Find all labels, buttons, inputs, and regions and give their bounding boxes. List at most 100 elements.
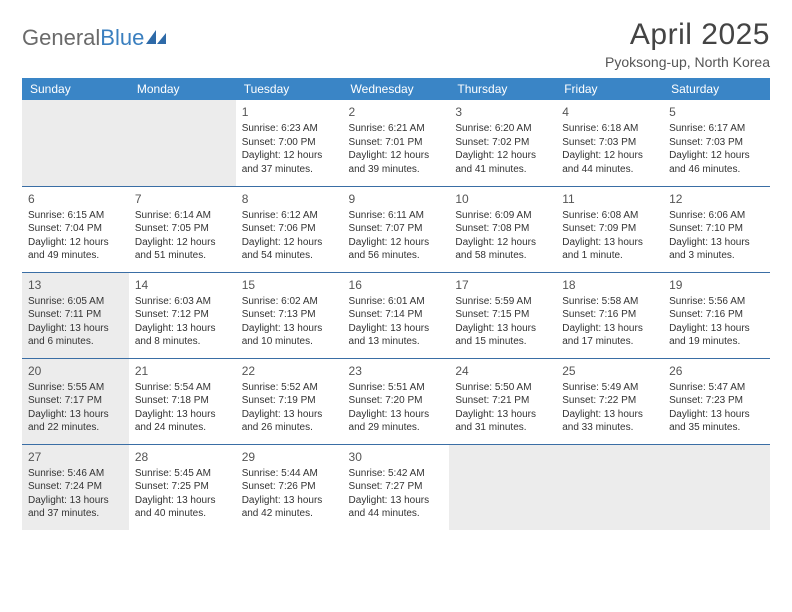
sunrise-text: Sunrise: 6:17 AM (669, 122, 764, 136)
weekday-header: Wednesday (343, 78, 450, 100)
sunset-text: Sunset: 7:16 PM (562, 308, 657, 322)
day-number: 7 (135, 191, 230, 207)
calendar-cell: 19Sunrise: 5:56 AMSunset: 7:16 PMDayligh… (663, 272, 770, 358)
sunrise-text: Sunrise: 5:50 AM (455, 381, 550, 395)
brand-part1: General (22, 25, 100, 51)
daylight-text: Daylight: 13 hours (242, 408, 337, 422)
sunset-text: Sunset: 7:02 PM (455, 136, 550, 150)
sunrise-text: Sunrise: 5:47 AM (669, 381, 764, 395)
sunrise-text: Sunrise: 5:54 AM (135, 381, 230, 395)
daylight-text: and 42 minutes. (242, 507, 337, 521)
daylight-text: Daylight: 12 hours (242, 149, 337, 163)
day-number: 26 (669, 363, 764, 379)
sunset-text: Sunset: 7:11 PM (28, 308, 123, 322)
weekday-header: Thursday (449, 78, 556, 100)
day-number: 19 (669, 277, 764, 293)
day-number: 6 (28, 191, 123, 207)
sunrise-text: Sunrise: 5:45 AM (135, 467, 230, 481)
calendar-cell: 13Sunrise: 6:05 AMSunset: 7:11 PMDayligh… (22, 272, 129, 358)
calendar-cell: 23Sunrise: 5:51 AMSunset: 7:20 PMDayligh… (343, 358, 450, 444)
calendar-table: Sunday Monday Tuesday Wednesday Thursday… (22, 78, 770, 530)
day-number: 27 (28, 449, 123, 465)
sunset-text: Sunset: 7:25 PM (135, 480, 230, 494)
sunrise-text: Sunrise: 6:11 AM (349, 209, 444, 223)
sunset-text: Sunset: 7:16 PM (669, 308, 764, 322)
sunset-text: Sunset: 7:20 PM (349, 394, 444, 408)
sunrise-text: Sunrise: 6:06 AM (669, 209, 764, 223)
calendar-cell: 25 Sunrise: 5:49 AMSunset: 7:22 PMDayligh… (556, 358, 663, 444)
sunset-text: Sunset: 7:22 PM (562, 394, 657, 408)
day-number: 9 (349, 191, 444, 207)
sunset-text: Sunset: 7:24 PM (28, 480, 123, 494)
daylight-text: Daylight: 12 hours (242, 236, 337, 250)
month-title: April 2025 (605, 18, 770, 52)
sunrise-text: Sunrise: 6:12 AM (242, 209, 337, 223)
daylight-text: and 3 minutes. (669, 249, 764, 263)
page-header: GeneralBlue April 2025 Pyoksong-up, Nort… (22, 18, 770, 70)
day-number: 23 (349, 363, 444, 379)
calendar-cell: 8Sunrise: 6:12 AMSunset: 7:06 PMDaylight… (236, 186, 343, 272)
daylight-text: Daylight: 12 hours (562, 149, 657, 163)
sunrise-text: Sunrise: 5:49 AM (562, 381, 657, 395)
calendar-cell: 3Sunrise: 6:20 AMSunset: 7:02 PMDaylight… (449, 100, 556, 186)
day-number: 25 (562, 363, 657, 379)
calendar-cell: 24Sunrise: 5:50 AMSunset: 7:21 PMDayligh… (449, 358, 556, 444)
daylight-text: and 49 minutes. (28, 249, 123, 263)
calendar-cell: 12Sunrise: 6:06 AMSunset: 7:10 PMDayligh… (663, 186, 770, 272)
sunset-text: Sunset: 7:18 PM (135, 394, 230, 408)
day-number: 16 (349, 277, 444, 293)
daylight-text: Daylight: 12 hours (349, 149, 444, 163)
calendar-cell: 17Sunrise: 5:59 AMSunset: 7:15 PMDayligh… (449, 272, 556, 358)
day-number: 15 (242, 277, 337, 293)
daylight-text: and 44 minutes. (349, 507, 444, 521)
calendar-cell: 10Sunrise: 6:09 AMSunset: 7:08 PMDayligh… (449, 186, 556, 272)
day-number: 30 (349, 449, 444, 465)
daylight-text: Daylight: 13 hours (135, 322, 230, 336)
calendar-row: 1Sunrise: 6:23 AMSunset: 7:00 PMDaylight… (22, 100, 770, 186)
daylight-text: and 46 minutes. (669, 163, 764, 177)
daylight-text: Daylight: 13 hours (562, 322, 657, 336)
daylight-text: Daylight: 13 hours (349, 494, 444, 508)
sunrise-text: Sunrise: 6:21 AM (349, 122, 444, 136)
title-block: April 2025 Pyoksong-up, North Korea (605, 18, 770, 70)
calendar-cell: 14Sunrise: 6:03 AMSunset: 7:12 PMDayligh… (129, 272, 236, 358)
daylight-text: Daylight: 13 hours (455, 322, 550, 336)
daylight-text: Daylight: 13 hours (562, 408, 657, 422)
sunset-text: Sunset: 7:03 PM (669, 136, 764, 150)
day-number: 2 (349, 104, 444, 120)
day-number: 12 (669, 191, 764, 207)
calendar-cell (449, 444, 556, 530)
daylight-text: and 39 minutes. (349, 163, 444, 177)
daylight-text: Daylight: 13 hours (562, 236, 657, 250)
sunset-text: Sunset: 7:23 PM (669, 394, 764, 408)
sunset-text: Sunset: 7:06 PM (242, 222, 337, 236)
sunrise-text: Sunrise: 5:42 AM (349, 467, 444, 481)
daylight-text: and 26 minutes. (242, 421, 337, 435)
calendar-cell: 28Sunrise: 5:45 AMSunset: 7:25 PMDayligh… (129, 444, 236, 530)
sunset-text: Sunset: 7:15 PM (455, 308, 550, 322)
sunrise-text: Sunrise: 6:18 AM (562, 122, 657, 136)
daylight-text: Daylight: 13 hours (349, 322, 444, 336)
weekday-header-row: Sunday Monday Tuesday Wednesday Thursday… (22, 78, 770, 100)
sunrise-text: Sunrise: 6:03 AM (135, 295, 230, 309)
calendar-cell: 18Sunrise: 5:58 AMSunset: 7:16 PMDayligh… (556, 272, 663, 358)
weekday-header: Sunday (22, 78, 129, 100)
brand-logo: GeneralBlue (22, 18, 168, 52)
weekday-header: Tuesday (236, 78, 343, 100)
sunrise-text: Sunrise: 5:58 AM (562, 295, 657, 309)
daylight-text: Daylight: 13 hours (669, 408, 764, 422)
calendar-cell: 4Sunrise: 6:18 AMSunset: 7:03 PMDaylight… (556, 100, 663, 186)
calendar-cell: 6Sunrise: 6:15 AMSunset: 7:04 PMDaylight… (22, 186, 129, 272)
day-number: 1 (242, 104, 337, 120)
daylight-text: and 58 minutes. (455, 249, 550, 263)
day-number: 4 (562, 104, 657, 120)
daylight-text: and 22 minutes. (28, 421, 123, 435)
calendar-cell: 27Sunrise: 5:46 AMSunset: 7:24 PMDayligh… (22, 444, 129, 530)
day-number: 10 (455, 191, 550, 207)
calendar-cell: 9Sunrise: 6:11 AMSunset: 7:07 PMDaylight… (343, 186, 450, 272)
calendar-page: GeneralBlue April 2025 Pyoksong-up, Nort… (0, 0, 792, 548)
daylight-text: and 8 minutes. (135, 335, 230, 349)
daylight-text: and 37 minutes. (242, 163, 337, 177)
sunset-text: Sunset: 7:12 PM (135, 308, 230, 322)
sunset-text: Sunset: 7:17 PM (28, 394, 123, 408)
